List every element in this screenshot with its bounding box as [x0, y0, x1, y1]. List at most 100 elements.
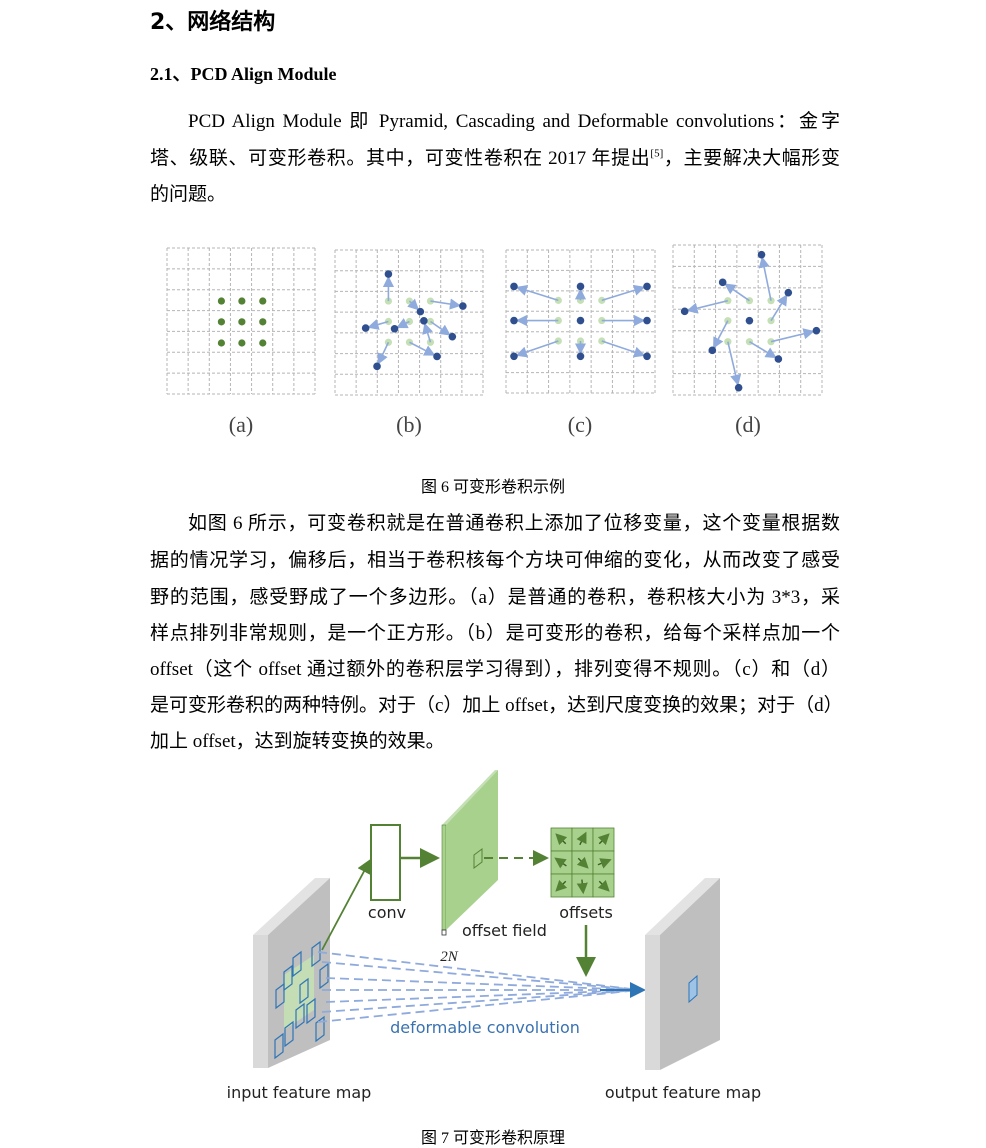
text-line: offset（这个 offset 通过额外的卷积层学习得到），排列变得不规则。（… — [150, 659, 840, 680]
input-feature-map-label: input feature map — [227, 1083, 372, 1102]
deformed-point — [784, 288, 793, 297]
deformed-point — [361, 324, 370, 332]
sampling-point — [238, 297, 246, 305]
offset-arrow-icon — [555, 879, 568, 892]
sampling-patch — [306, 997, 316, 1025]
dashed-line — [317, 989, 641, 1023]
sampling-point — [217, 318, 226, 326]
offset-arrow — [422, 322, 434, 343]
deformed-point — [643, 352, 651, 361]
text-line: 据的情况学习，偏移后，相当于卷积核每个方块可伸缩的变化，从而改变了感受 — [150, 550, 840, 571]
offset-arrow-icon — [597, 858, 612, 869]
input-feature-map — [253, 878, 330, 1068]
sampling-patch — [311, 940, 321, 968]
deformed-point — [576, 282, 585, 291]
offset-arrow-icon — [555, 833, 568, 846]
panel-label-d: (d) — [735, 412, 761, 437]
panel-b — [334, 249, 484, 396]
deformed-point — [576, 352, 585, 361]
deformed-point — [812, 326, 821, 335]
sampling-point — [217, 297, 226, 305]
offset-arrow — [407, 298, 420, 311]
panel-d — [672, 244, 823, 396]
original-point — [724, 297, 732, 305]
citation-ref[interactable]: [5] — [650, 147, 664, 160]
figure-6-caption: 图 6 可变形卷积示例 — [420, 479, 565, 496]
text-line: 样点排列非常规则，是一个正方形。（b）是可变形的卷积，给每个采样点加一个 — [150, 623, 840, 644]
deformed-point — [745, 316, 754, 325]
text-line: 加上 offset，达到旋转变换的效果。 — [150, 731, 445, 752]
deformable-convolution-lines — [317, 951, 641, 1023]
deformed-point — [420, 317, 428, 325]
offset-arrow — [367, 319, 389, 330]
output-feature-map — [645, 878, 720, 1070]
sampling-patch — [283, 964, 293, 992]
deformed-point — [774, 355, 783, 363]
offset-arrow — [396, 318, 410, 329]
output-feature-map-label: output feature map — [605, 1083, 761, 1102]
text-span: 塔、级联、可变形卷积。其中，可变性卷积在 2017 年提出 — [150, 148, 651, 169]
deformed-point — [734, 383, 743, 392]
offset-arrow — [770, 328, 815, 343]
sampling-patch — [274, 1032, 284, 1060]
offset-arrow — [727, 341, 742, 386]
offset-arrow — [601, 340, 646, 358]
offset-arrow — [377, 341, 390, 365]
panel-label-c: (c) — [567, 412, 593, 437]
dashed-line — [325, 977, 641, 991]
sampling-patch — [292, 950, 302, 978]
deformed-point — [373, 362, 381, 371]
panel-label-a: (a) — [228, 412, 254, 437]
deformed-point — [459, 302, 467, 310]
offset-arrow — [686, 299, 729, 314]
deformed-point — [448, 332, 457, 341]
deformed-point — [643, 316, 651, 325]
offset-arrow-icon — [597, 879, 610, 892]
deformed-point — [433, 352, 441, 361]
arrow-to-conv — [321, 858, 371, 951]
deformed-point — [384, 270, 393, 278]
offsets-grid — [550, 827, 615, 898]
sampling-point — [259, 318, 267, 326]
deformed-point — [680, 307, 689, 316]
deformed-point — [510, 282, 518, 291]
offset-arrow — [430, 298, 462, 310]
panel-c — [505, 249, 656, 394]
offset-arrow — [601, 284, 646, 302]
dashed-line — [325, 989, 641, 1003]
text-line: 塔、级联、可变形卷积。其中，可变性卷积在 2017 年提出[5]，主要解决大幅形… — [150, 141, 840, 177]
offset-field — [441, 770, 498, 936]
two-n-label: 2N — [440, 949, 459, 965]
deformed-point — [510, 352, 518, 361]
deformed-point — [510, 316, 518, 325]
figure-6-labels: (a) (b) (c) (d) — [0, 412, 986, 452]
sampling-patch — [299, 977, 309, 1005]
deformed-point — [643, 282, 651, 291]
offset-arrow — [724, 283, 750, 302]
sampling-patch — [284, 1020, 294, 1048]
original-point — [767, 297, 775, 305]
sampling-point — [238, 318, 246, 326]
deformed-point — [708, 346, 717, 355]
deformed-point — [718, 278, 727, 287]
offsets-label: offsets — [559, 903, 613, 922]
offset-arrow-icon — [597, 833, 610, 846]
offset-arrow — [515, 340, 559, 358]
offset-arrow — [758, 256, 772, 301]
panel-label-b: (b) — [396, 412, 422, 437]
conv-block — [370, 824, 401, 901]
dashed-line — [321, 989, 641, 1013]
sampling-patch — [319, 962, 329, 990]
conv-label: conv — [368, 903, 406, 922]
deformed-point — [416, 307, 425, 316]
deformed-point — [757, 250, 766, 259]
dashed-line — [317, 951, 641, 991]
offset-arrow — [515, 284, 559, 302]
text-line: PCD Align Module 即 Pyramid, Cascading an… — [188, 111, 840, 132]
offset-arrow — [430, 320, 451, 336]
figure-7-caption: 图 7 可变形卷积原理 — [420, 1130, 565, 1147]
offset-arrow — [409, 341, 436, 356]
dashed-line — [321, 961, 641, 991]
section-title: 2、网络结构 — [150, 10, 276, 35]
offset-field-label: offset field — [462, 921, 547, 940]
